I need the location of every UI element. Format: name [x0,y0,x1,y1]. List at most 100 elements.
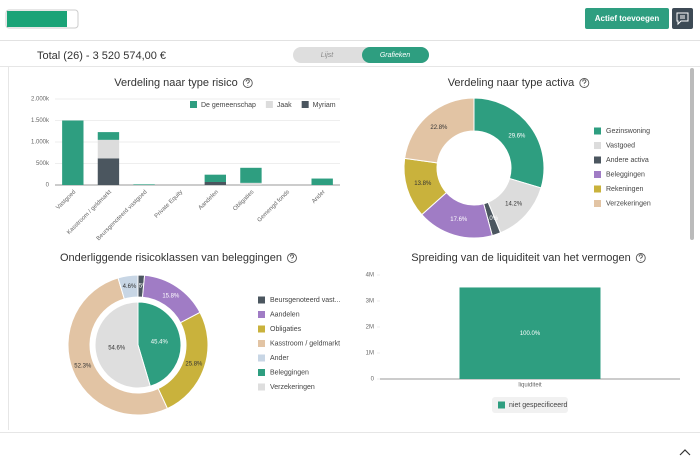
chart-title: Onderliggende risicoklassen van beleggin… [60,252,282,264]
y-tick-label: 4M [366,273,374,279]
x-tick-label: Private Equity [154,189,184,219]
bar-segment [97,139,120,159]
bar-segment [97,132,120,140]
legend-label: niet gespecificeerd [509,402,567,409]
x-tick-label: Vastgoed [55,189,77,211]
donut-slice [473,97,545,189]
bar-segment [62,120,84,185]
bar-segment [204,174,226,182]
legend-label: De gemeenschap [201,102,256,109]
legend-swatch [594,127,601,135]
help-icon [242,78,253,88]
legend-swatch [258,296,265,304]
help-icon [579,78,590,88]
slice-label: 25.8% [185,362,203,368]
legend-swatch [258,354,265,362]
y-tick-label: 0 [371,377,375,383]
legend-label: Beleggingen [270,369,309,376]
legend-swatch [301,101,309,108]
chart-title: Spreiding van de liquiditeit van het ver… [411,252,631,264]
legend-label: Aandelen [270,311,300,318]
donut-slice [94,301,151,389]
bar-segment [204,181,226,185]
y-tick-label: 0 [46,183,50,189]
x-tick-label: Obligaties [232,189,255,212]
bar-segment [311,178,333,185]
collapse-chevron[interactable] [679,449,691,456]
y-tick-label: 1.000k [31,140,50,146]
bar-segment [133,184,155,185]
bar-label: 100.0% [520,331,541,337]
bar-segment [240,167,262,183]
donut-slice [117,274,139,300]
legend-swatch [258,369,265,376]
legend-label: Verzekeringen [270,384,315,391]
slice-label: 13.8% [414,181,432,187]
bottom-bar [0,432,700,470]
search-fill [7,11,67,27]
help-icon-glyph [245,79,250,86]
chart-title: Verdeling naar type risico [114,77,238,89]
x-tick-label: liquiditeit [518,383,542,389]
total-label: Total (26) - 3 520 574,00 € [37,50,166,62]
donut-slice [137,301,182,387]
y-tick-label: 1.500k [31,118,50,124]
legend-label: Andere activa [606,157,649,164]
legend-swatch [258,325,265,333]
message-icon [676,12,689,26]
legend-swatch [594,200,601,207]
x-tick-label: Ander [311,189,327,205]
legend-label: Ander [270,355,289,362]
slice-label: 15.8% [162,294,180,300]
help-icon-glyph [638,254,643,261]
legend-box [492,397,568,413]
y-tick-label: 1M [366,351,374,357]
add-button[interactable] [585,8,669,29]
chart-title: Verdeling naar type activa [448,77,575,89]
slice-label: 29.6% [508,134,526,140]
slice-label: 1.5% [134,284,148,290]
legend-swatch [594,185,601,193]
charts-view[interactable]: Grafieken [380,52,410,59]
x-tick-label: Gemengd fonds [257,189,291,223]
x-tick-label: Aandelen [198,189,220,211]
donut-slice [404,97,475,164]
help-icon-glyph [289,254,295,261]
bar [459,287,601,379]
legend-label: Vastgoed [606,142,635,149]
legend-swatch [190,101,197,108]
help-icon [635,253,646,263]
legend-label: Kasstroom / geldmarkt [270,340,340,347]
help-icon-glyph [582,79,587,86]
legend-label: Jaak [277,102,292,109]
slice-label: 17.6% [450,217,468,223]
help-icon [287,253,297,263]
legend-label: Myriam [313,102,336,109]
legend-swatch [258,340,265,347]
slice-label: 22.8% [430,125,448,131]
charts-view-active [362,47,429,63]
legend-swatch [594,171,601,178]
legend-swatch [594,142,601,149]
legend-label: Rekeningen [606,186,643,193]
y-tick-label: 2M [366,325,374,331]
legend-label: Obligaties [270,326,302,333]
list-view[interactable]: Lijst [321,52,335,59]
slice-label: 45.4% [151,339,169,345]
slice-label: 54.6% [108,346,126,352]
legend-label: Gezinswoning [606,128,650,135]
slice-label: 2.0% [484,216,498,222]
legend-swatch [258,311,265,318]
y-tick-label: 500k [36,161,50,167]
slice-label: 14.2% [505,201,523,207]
legend-label: Verzekeringen [606,200,651,207]
slice-label: 52.3% [74,363,92,369]
legend-swatch [265,101,273,108]
add-button-label: Actief toevoegen [595,14,660,23]
legend-label: Beursgenoteerd vast... [270,297,340,304]
bar-segment [97,158,120,185]
legend-swatch [498,401,505,409]
donut-slice [67,277,169,416]
scrollbar[interactable] [690,68,694,240]
